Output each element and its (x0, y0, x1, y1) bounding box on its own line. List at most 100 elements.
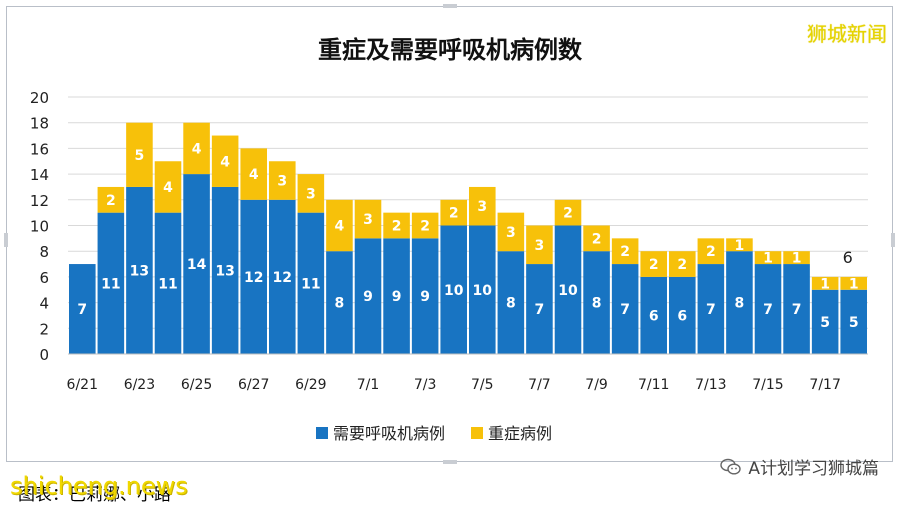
data-label: 6 (649, 308, 659, 324)
bar-icu (611, 238, 639, 265)
data-label: 3 (506, 225, 516, 241)
data-label: 2 (420, 219, 430, 235)
bar-icu (554, 199, 582, 226)
bar-ventilator (783, 264, 810, 354)
y-tick-label: 8 (39, 243, 49, 261)
data-label: 2 (106, 193, 116, 209)
x-tick-label: 6/21 (67, 377, 98, 393)
data-label: 1 (735, 238, 745, 254)
x-tick-label: 7/15 (752, 377, 783, 393)
y-tick-label: 2 (39, 320, 49, 338)
bar-icu (183, 122, 210, 175)
bar-icu (811, 276, 839, 290)
frame-handle-bottom[interactable] (443, 460, 457, 464)
x-tick-label: 6/29 (295, 377, 326, 393)
bar-icu (526, 225, 553, 265)
data-label: 3 (477, 199, 487, 215)
data-label: 3 (306, 186, 316, 202)
bar-ventilator (97, 212, 125, 354)
bar-icu (469, 186, 496, 226)
data-label: 2 (649, 257, 659, 273)
data-label: 9 (392, 289, 402, 305)
data-label: 2 (706, 244, 716, 260)
bar-ventilator (440, 225, 467, 354)
bar-icu (154, 161, 182, 213)
data-label: 4 (335, 219, 345, 235)
data-label: 8 (735, 296, 745, 312)
bar-icu (440, 199, 467, 226)
x-tick-label: 6/27 (238, 377, 269, 393)
bar-ventilator (411, 238, 439, 354)
x-tick-label: 6/23 (124, 377, 155, 393)
data-label: 7 (77, 302, 87, 318)
bar-icu (297, 174, 325, 213)
x-tick-label: 7/13 (695, 377, 726, 393)
bar-icu (126, 122, 153, 187)
data-label: 1 (792, 251, 802, 267)
chart-title: 重症及需要呼吸机病例数 (318, 36, 583, 64)
bar-ventilator (640, 276, 667, 354)
y-tick-label: 6 (39, 269, 49, 287)
bar-ventilator (269, 199, 296, 354)
frame-handle-right[interactable] (891, 233, 895, 247)
bar-ventilator (469, 225, 496, 354)
frame-handle-left[interactable] (4, 233, 8, 247)
data-label: 2 (392, 219, 402, 235)
bar-icu (583, 225, 610, 252)
x-tick-label: 6/25 (181, 377, 212, 393)
data-label: 7 (535, 302, 545, 318)
bar-icu (411, 212, 439, 239)
data-label: 3 (277, 174, 287, 190)
bar-ventilator (583, 251, 610, 354)
annotation-label: 6 (843, 248, 853, 267)
data-label: 10 (444, 283, 464, 299)
data-label: 2 (449, 206, 459, 222)
bar-icu (240, 148, 267, 200)
bar-icu (783, 251, 810, 265)
bar-ventilator (297, 212, 325, 354)
bar-icu (840, 276, 867, 290)
bar-ventilator (697, 264, 725, 354)
bar-icu (97, 186, 125, 213)
data-label: 4 (163, 180, 173, 196)
y-tick-label: 14 (30, 166, 49, 184)
x-tick-label: 7/1 (357, 377, 380, 393)
bars: 7112135114144134124123113849392921021038… (69, 122, 867, 354)
data-label: 10 (558, 283, 578, 299)
bar-ventilator (497, 251, 525, 354)
bar-icu (269, 161, 296, 200)
y-tick-label: 12 (30, 192, 49, 210)
x-tick-label: 7/11 (638, 377, 669, 393)
bar-ventilator (811, 289, 839, 354)
x-tick-label: 7/9 (585, 377, 608, 393)
data-label: 5 (820, 315, 830, 331)
data-label: 5 (135, 148, 145, 164)
data-label: 14 (187, 257, 207, 273)
bar-ventilator (183, 174, 210, 354)
y-tick-label: 4 (39, 295, 49, 313)
bar-ventilator (126, 186, 153, 354)
data-label: 2 (563, 206, 573, 222)
y-axis: 0 2 4 6 8 10 12 14 16 18 20 (30, 89, 49, 364)
bar-icu (640, 251, 667, 277)
y-tick-label: 18 (30, 115, 49, 133)
frame-handle-top[interactable] (443, 4, 457, 8)
footer-note: 图表：巴莉娜、小路 (18, 485, 171, 505)
data-label: 10 (473, 283, 493, 299)
bar-ventilator (526, 264, 553, 354)
data-label: 11 (158, 276, 177, 292)
data-label: 9 (363, 289, 373, 305)
bar-ventilator (669, 276, 696, 354)
bar-ventilator (554, 225, 582, 354)
bar-icu (726, 238, 753, 252)
data-label: 1 (763, 251, 773, 267)
data-label: 1 (849, 276, 859, 292)
data-label: 4 (249, 167, 259, 183)
data-label: 8 (592, 296, 602, 312)
y-tick-label: 10 (30, 218, 49, 236)
bar-icu (754, 251, 782, 265)
data-label: 1 (820, 276, 830, 292)
data-label: 9 (420, 289, 430, 305)
wechat-icon (720, 458, 742, 475)
